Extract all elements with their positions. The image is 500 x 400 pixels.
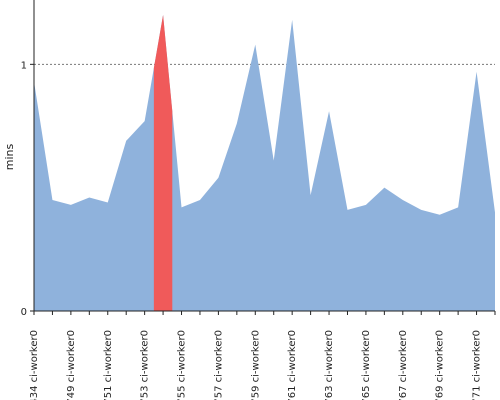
x-tick-label: #6755 ci-worker0: [177, 330, 188, 400]
x-tick-label: #6757 ci-worker0: [213, 330, 224, 400]
y-tick-label: 1: [21, 60, 27, 71]
x-tick-label: #6763 ci-worker0: [324, 330, 335, 400]
series-area: [34, 15, 495, 311]
x-tick-label: #6753 ci-worker0: [140, 330, 151, 400]
x-tick-label: #6765 ci-worker0: [361, 330, 372, 400]
x-tick-label: #6751 ci-worker0: [103, 330, 114, 400]
x-tick-label: #6761 ci-worker0: [287, 330, 298, 400]
x-tick-label: #6771 ci-worker0: [472, 330, 483, 400]
axes-layer: 0 1 #4434 ci-worker0 #6749 ci-worker0 #6751 …: [21, 0, 496, 400]
x-tick-label: #6769 ci-worker0: [435, 330, 446, 400]
y-axis-title: mins: [3, 143, 16, 170]
area-layer: [34, 15, 495, 311]
x-tick-label: #6759 ci-worker0: [250, 330, 261, 400]
x-tick-label: #4434 ci-worker0: [29, 330, 40, 400]
x-tick-label: #6749 ci-worker0: [66, 330, 77, 400]
x-tick-label: #6767 ci-worker0: [398, 330, 409, 400]
y-tick-label: 0: [21, 307, 27, 318]
highlighted-build-bar: [153, 15, 173, 311]
